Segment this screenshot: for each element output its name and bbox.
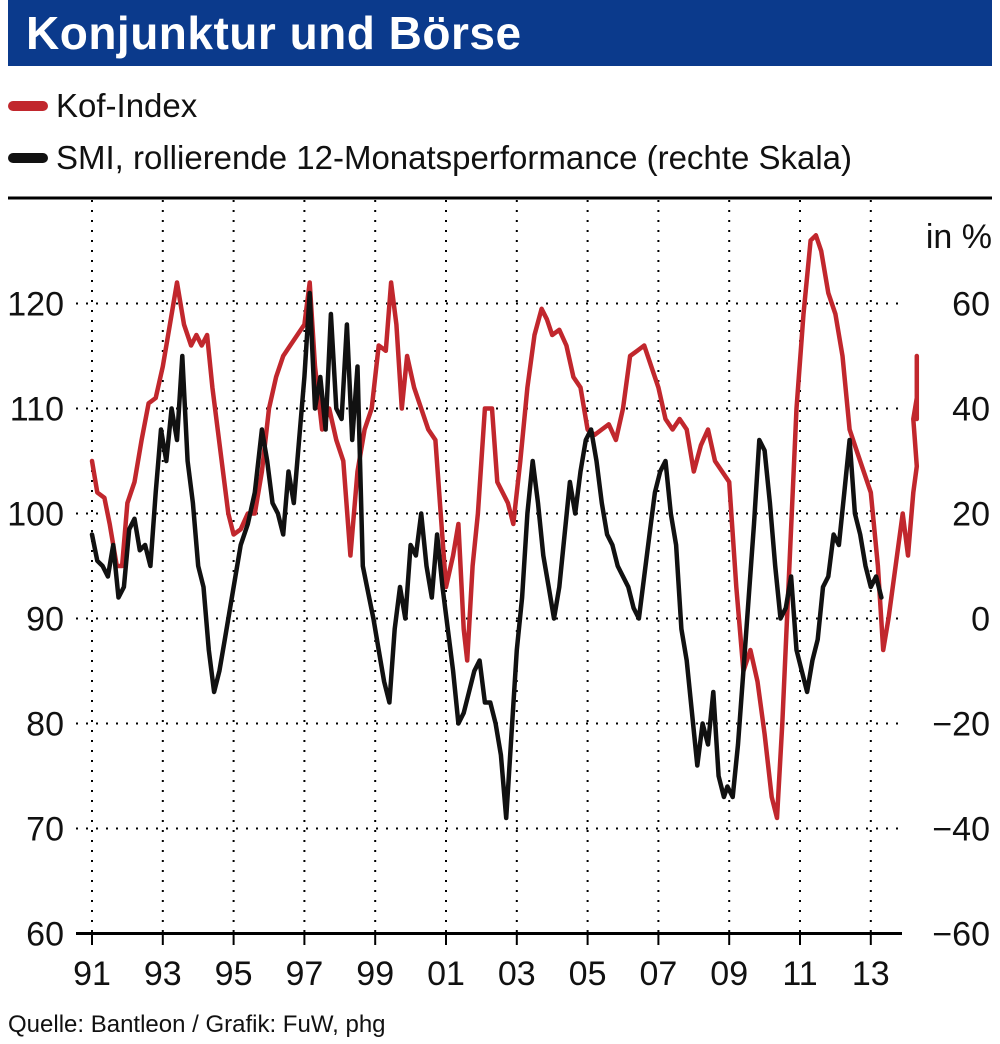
x-axis-tick-label: 13 xyxy=(852,955,890,993)
right-axis-tick-label: −40 xyxy=(932,811,990,849)
x-axis-tick-label: 05 xyxy=(569,955,607,993)
legend-label-smi: SMI, rollierende 12-Monatsperformance (r… xyxy=(56,139,853,176)
x-axis-tick-label: 93 xyxy=(144,955,182,993)
x-axis-tick-label: 95 xyxy=(215,955,253,993)
legend-item-smi: SMI, rollierende 12-Monatsperformance (r… xyxy=(8,132,852,184)
left-axis-tick-label: 110 xyxy=(10,391,64,429)
source-note: Quelle: Bantleon / Grafik: FuW, phg xyxy=(8,1011,386,1038)
left-axis-tick-label: 70 xyxy=(26,811,64,849)
legend-swatch-kof xyxy=(8,101,48,111)
x-axis-tick-label: 11 xyxy=(782,955,817,993)
right-axis-tick-label: 40 xyxy=(952,391,990,429)
left-axis-tick-label: 100 xyxy=(7,496,64,534)
x-axis-tick-label: 97 xyxy=(285,955,323,993)
right-axis-tick-label: 0 xyxy=(971,601,990,639)
legend-label-kof: Kof-Index xyxy=(56,87,198,124)
legend: Kof-Index SMI, rollierende 12-Monatsperf… xyxy=(8,80,852,184)
series-line-kof-index xyxy=(89,233,920,821)
right-axis-tick-label: 60 xyxy=(952,286,990,324)
right-axis-tick-label: 20 xyxy=(952,496,990,534)
left-axis-tick-label: 60 xyxy=(26,916,64,954)
legend-swatch-smi xyxy=(8,153,48,163)
page-title: Konjunktur und Börse xyxy=(26,7,522,59)
right-axis-unit-label: in % xyxy=(926,218,992,256)
x-axis-tick-label: 99 xyxy=(356,955,394,993)
right-axis-tick-label: −20 xyxy=(932,706,990,744)
x-axis-tick-label: 03 xyxy=(498,955,536,993)
x-axis-tick-label: 91 xyxy=(73,955,111,993)
x-axis-tick-label: 09 xyxy=(710,955,748,993)
legend-item-kof: Kof-Index xyxy=(8,80,852,132)
series-line-smi xyxy=(89,290,884,821)
title-bar: Konjunktur und Börse xyxy=(8,0,992,66)
x-axis-tick-label: 07 xyxy=(639,955,677,993)
left-axis-tick-label: 120 xyxy=(7,286,64,324)
line-chart: 120 110 100 90 80 70 60 60 40 20 0 −20 −40 −60 in % 91 9… xyxy=(7,196,992,993)
x-axis-tick-label: 01 xyxy=(427,955,465,993)
left-axis-tick-label: 90 xyxy=(26,601,64,639)
right-axis-tick-label: −60 xyxy=(932,916,990,954)
left-axis-tick-label: 80 xyxy=(26,706,64,744)
